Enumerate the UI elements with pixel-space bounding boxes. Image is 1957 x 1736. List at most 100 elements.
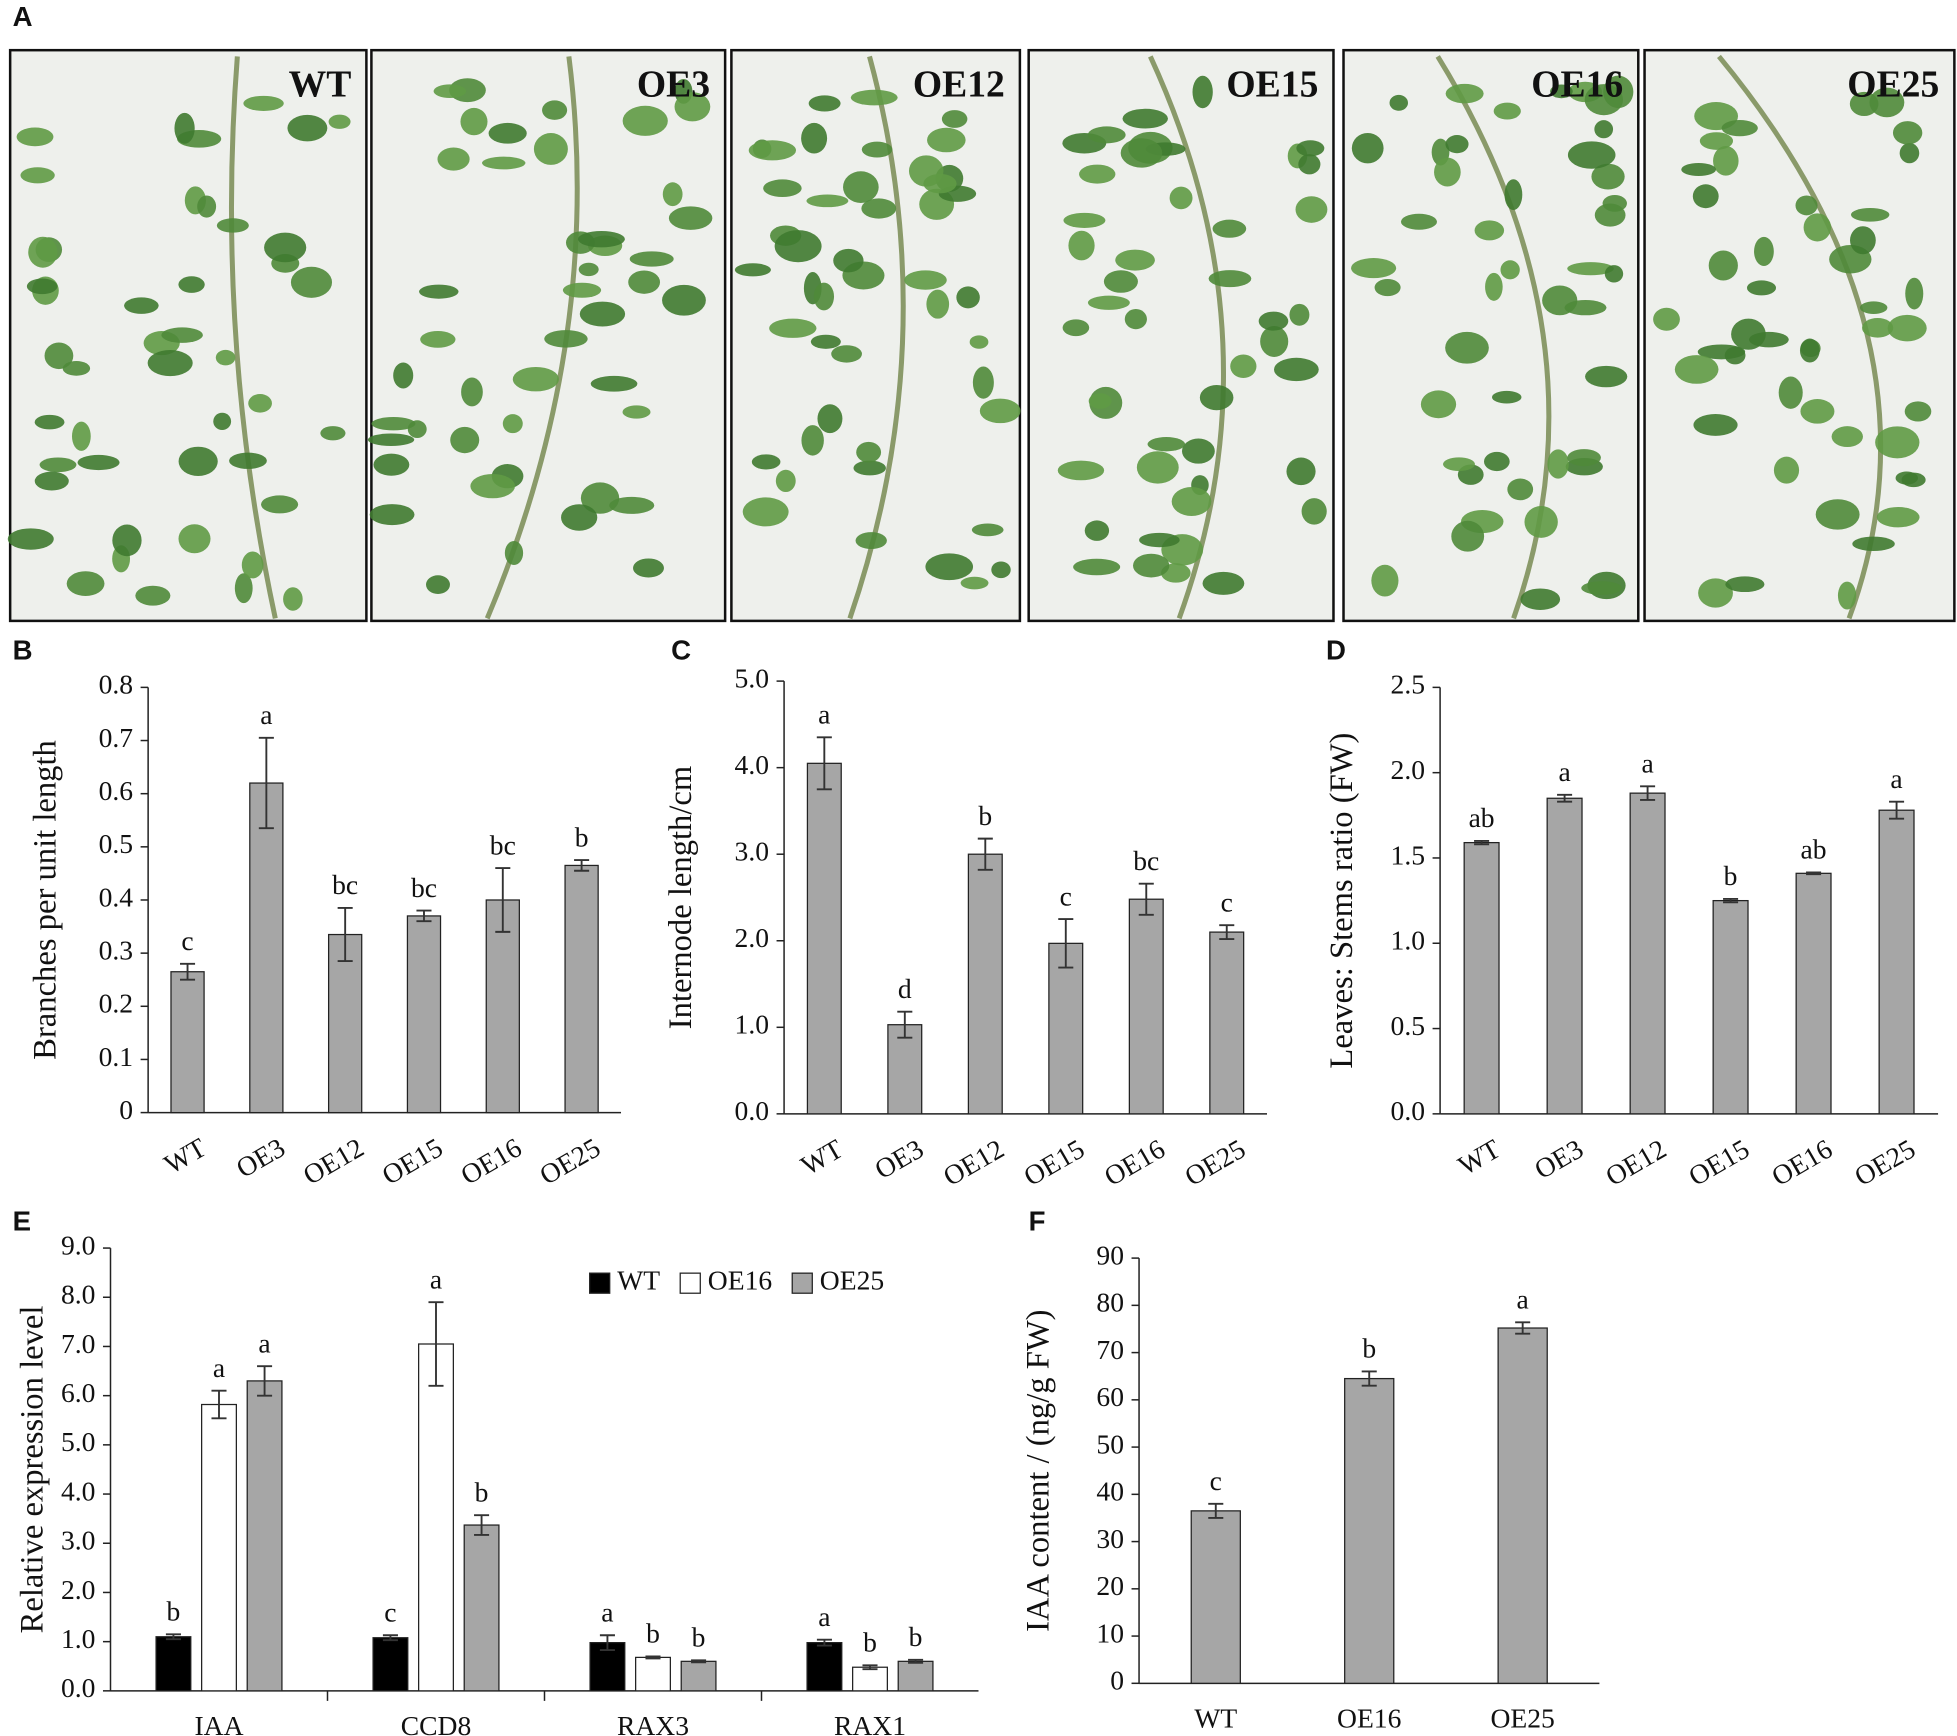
- leaf: [1803, 213, 1832, 242]
- x-tick-label: OE16: [1337, 1702, 1401, 1733]
- error-bar: [211, 1389, 227, 1420]
- leaf: [941, 110, 968, 128]
- leaf: [979, 398, 1021, 424]
- leaf: [248, 394, 272, 413]
- leaf: [178, 446, 218, 477]
- leaf: [956, 286, 980, 309]
- leaf: [1887, 314, 1927, 342]
- leaf: [1567, 449, 1601, 467]
- error-bar: [977, 837, 993, 871]
- leaf: [801, 122, 828, 154]
- leaf: [1063, 212, 1106, 228]
- leaf: [1351, 132, 1384, 164]
- leaf: [77, 454, 120, 471]
- leaf: [1850, 207, 1890, 222]
- leaf: [1754, 236, 1774, 266]
- leaf: [437, 147, 470, 171]
- y-tick-label: 50: [1096, 1428, 1124, 1459]
- bar: [246, 1380, 283, 1692]
- significance-letter: b: [575, 821, 589, 852]
- significance-letter: b: [646, 1618, 660, 1649]
- error-bar: [862, 1664, 878, 1671]
- error-bar: [1640, 785, 1656, 801]
- y-tick-label: 0.5: [1391, 1010, 1425, 1041]
- error-bar: [816, 1638, 832, 1647]
- significance-letter: a: [818, 1601, 830, 1632]
- bar: [1128, 898, 1164, 1115]
- leaf: [328, 114, 351, 129]
- leaf: [1692, 184, 1719, 209]
- y-tick-label: 90: [1096, 1239, 1124, 1270]
- leaf: [1859, 301, 1888, 314]
- bar: [1712, 899, 1749, 1115]
- photo-label: OE15: [1226, 63, 1318, 105]
- bar: [967, 853, 1003, 1115]
- leaf: [433, 84, 467, 98]
- leaf: [1079, 164, 1116, 184]
- stem: [228, 56, 278, 619]
- y-tick-label: 0.0: [61, 1672, 95, 1703]
- leaf: [34, 471, 69, 491]
- leaf: [1492, 390, 1522, 404]
- leaf: [578, 262, 599, 277]
- significance-letter: d: [898, 973, 912, 1004]
- error-bar: [1806, 871, 1822, 876]
- error-bar: [1219, 924, 1235, 940]
- bar: [852, 1666, 888, 1692]
- leaf: [801, 425, 824, 456]
- leaf: [1139, 532, 1180, 548]
- leaf: [562, 282, 602, 298]
- leaf: [502, 414, 523, 434]
- y-tick-label: 4.0: [735, 749, 769, 780]
- leaf: [419, 284, 459, 299]
- bar: [418, 1343, 454, 1692]
- leaf: [1087, 126, 1126, 144]
- leaf: [470, 473, 516, 499]
- bar: [1344, 1377, 1395, 1684]
- leaf: [1564, 299, 1607, 316]
- leaf: [504, 541, 524, 566]
- stem: [1148, 55, 1227, 620]
- y-tick-label: 0.0: [1391, 1095, 1425, 1126]
- leaf: [1260, 326, 1289, 357]
- leaf: [1699, 132, 1734, 150]
- legend-label: WT: [617, 1265, 660, 1296]
- leaf: [843, 171, 879, 203]
- y-axis-label: IAA content / (ng/g FW): [1021, 1309, 1057, 1631]
- stem: [1435, 55, 1552, 620]
- leaf: [178, 276, 205, 293]
- leaf: [674, 92, 711, 122]
- leaf: [393, 362, 414, 389]
- significance-letter: bc: [490, 829, 516, 860]
- leaf: [1746, 280, 1777, 296]
- significance-letter: c: [181, 925, 193, 956]
- bar: [1209, 931, 1245, 1115]
- leaf: [1171, 487, 1212, 516]
- bar: [897, 1660, 934, 1692]
- leaf: [44, 342, 74, 370]
- leaf: [1837, 581, 1857, 610]
- leaf: [71, 421, 91, 451]
- photo: WT: [7, 48, 368, 623]
- leaf: [1474, 220, 1505, 241]
- leaf: [147, 349, 193, 377]
- leaf: [1088, 393, 1112, 409]
- leaf: [622, 105, 668, 136]
- y-tick-label: 9.0: [61, 1229, 95, 1260]
- leaf: [1445, 83, 1484, 104]
- leaf: [1420, 390, 1457, 419]
- leaf: [927, 127, 966, 153]
- error-bar: [257, 1365, 273, 1397]
- panel-label: D: [1326, 635, 1346, 666]
- leaf: [544, 330, 588, 348]
- leaf: [112, 524, 142, 557]
- error-bar: [1208, 1502, 1224, 1519]
- photo-label: OE12: [913, 63, 1005, 105]
- bar: [327, 933, 363, 1114]
- leaf: [1547, 449, 1569, 479]
- leaf: [633, 558, 664, 578]
- bar: [372, 1637, 409, 1692]
- leaf: [1849, 91, 1879, 117]
- significance-letter: a: [1641, 748, 1653, 779]
